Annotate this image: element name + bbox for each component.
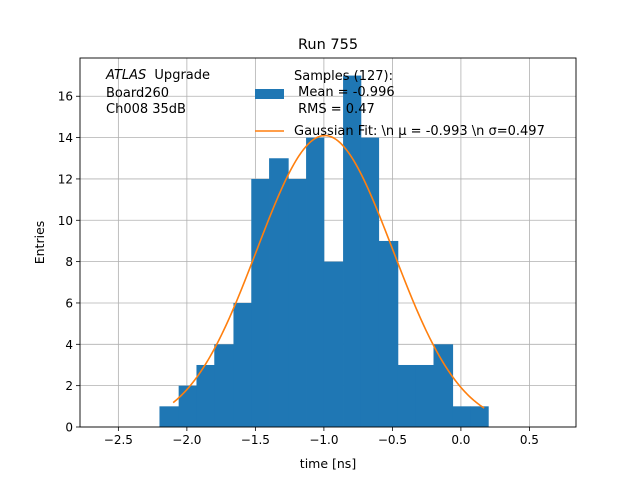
histogram-bar <box>178 385 197 427</box>
x-tick-label: −2.5 <box>104 433 133 447</box>
atlas-annotation: ATLAS Upgrade Board260 Ch008 35dB <box>105 68 210 117</box>
legend-samples-line3: RMS = 0.47 <box>294 102 375 117</box>
histogram-bar <box>343 75 362 428</box>
annotation-atlas: ATLAS <box>105 68 146 83</box>
annotation-board: Board260 <box>106 86 169 101</box>
histogram-bar <box>269 158 289 427</box>
histogram-bar <box>415 364 434 427</box>
y-tick-label: 12 <box>58 172 73 186</box>
legend-samples-line2: Mean = -0.996 <box>294 85 395 100</box>
x-tick-label: −2.0 <box>172 433 201 447</box>
x-tick-label: 0.0 <box>451 433 470 447</box>
histogram-bar <box>306 137 325 427</box>
x-tick-label: −1.5 <box>241 433 270 447</box>
legend-samples-swatch <box>255 89 284 99</box>
y-tick-label: 6 <box>65 296 73 310</box>
x-tick-label: 0.5 <box>520 433 539 447</box>
y-tick-label: 10 <box>58 214 73 228</box>
svg-text:ATLAS Upgrade: ATLAS Upgrade <box>105 68 210 83</box>
y-tick-label: 2 <box>65 379 73 393</box>
histogram-bar <box>159 406 180 427</box>
histogram-bar <box>251 178 270 427</box>
y-axis-label: Entries <box>32 221 47 265</box>
histogram-bar <box>360 137 380 427</box>
plot-frame <box>79 57 577 428</box>
histogram-bar <box>470 406 489 427</box>
y-axis-ticks: 0 2 4 6 8 10 12 14 16 <box>58 90 80 435</box>
chart-title: Run 755 <box>298 37 358 53</box>
x-axis-ticks: −2.5 −2.0 −1.5 −1.0 −0.5 0.0 0.5 <box>104 427 539 447</box>
legend: Samples (127): Mean = -0.996 RMS = 0.47 … <box>255 69 545 139</box>
histogram-bar <box>397 364 417 427</box>
y-tick-label: 8 <box>65 255 73 269</box>
y-tick-label: 16 <box>58 90 73 104</box>
histogram-bar <box>196 364 215 427</box>
histogram-bar <box>452 406 471 427</box>
histogram-bar <box>433 344 454 427</box>
histogram-bars <box>159 75 489 428</box>
x-tick-label: −1.0 <box>309 433 338 447</box>
histogram-bar <box>288 178 307 427</box>
y-tick-label: 14 <box>58 131 73 145</box>
x-axis-label: time [ns] <box>300 456 356 471</box>
gaussian-fit-line <box>172 134 485 409</box>
histogram-bar <box>323 261 344 427</box>
x-tick-label: −0.5 <box>378 433 407 447</box>
histogram-bar <box>233 302 252 427</box>
annotation-upgrade: Upgrade <box>154 68 210 83</box>
y-tick-label: 0 <box>65 421 73 435</box>
legend-samples-line1: Samples (127): <box>294 69 393 84</box>
legend-fit-label: Gaussian Fit: \n μ = -0.993 \n σ=0.497 <box>294 124 545 139</box>
y-tick-label: 4 <box>65 338 73 352</box>
histogram-bar <box>378 240 399 427</box>
histogram-bar <box>214 344 234 427</box>
annotation-channel: Ch008 35dB <box>106 102 186 117</box>
